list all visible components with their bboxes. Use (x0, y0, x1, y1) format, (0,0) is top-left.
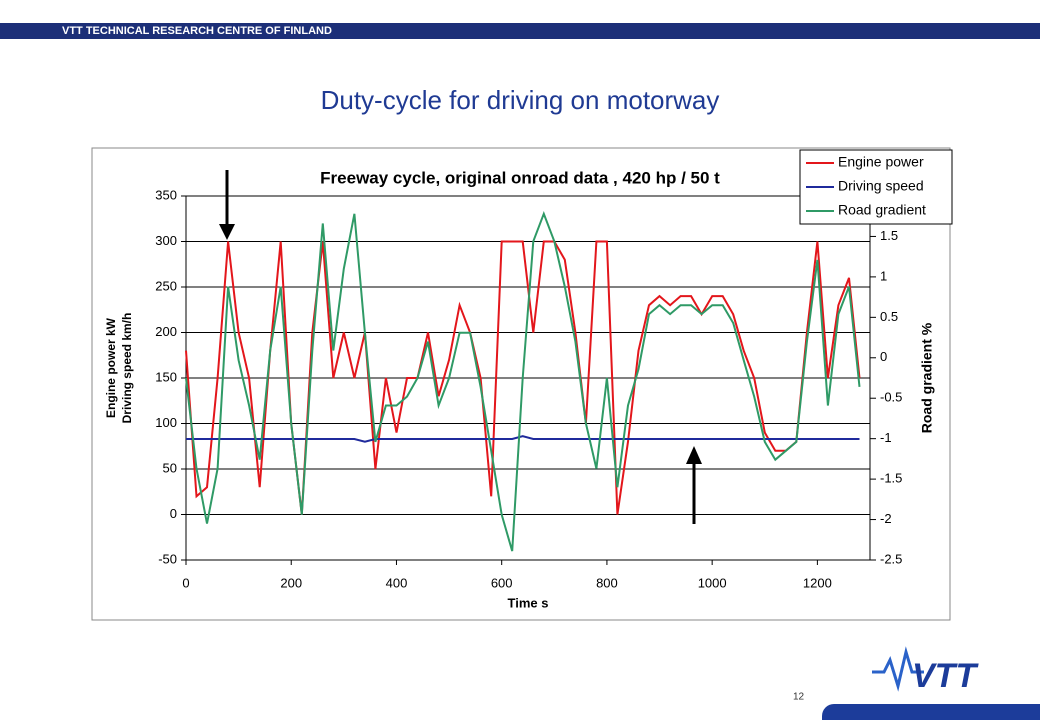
y-axis-label: Driving speed km/h (120, 313, 134, 424)
y2-tick-label: -1.5 (880, 471, 902, 486)
y2-tick-label: 0.5 (880, 309, 898, 324)
y-axis-label: Engine power kW (104, 317, 118, 418)
series-line (185, 210, 861, 552)
logo-wave (872, 646, 924, 692)
y-tick-label: 150 (155, 369, 177, 384)
y2-tick-label: 0 (880, 349, 887, 364)
logo: VTT (912, 657, 979, 695)
legend-label: Road gradient (838, 202, 926, 218)
chart-title: Freeway cycle, original onroad data , 42… (320, 168, 720, 187)
x-tick-label: 1000 (698, 575, 727, 590)
x-axis-label: Time s (508, 595, 549, 610)
y-tick-label: 300 (155, 233, 177, 248)
y2-tick-label: -2.5 (880, 551, 902, 566)
x-tick-label: 1200 (803, 575, 832, 590)
y2-tick-label: 1.5 (880, 228, 898, 243)
y2-tick-label: 1 (880, 268, 887, 283)
y2-axis-label: Road gradient % (919, 322, 935, 433)
header-bar (0, 23, 1040, 39)
y-tick-label: 100 (155, 415, 177, 430)
arrow-head (686, 446, 702, 464)
x-tick-label: 200 (280, 575, 302, 590)
series-line (186, 435, 860, 443)
x-tick-label: 800 (596, 575, 618, 590)
x-tick-label: 400 (386, 575, 408, 590)
x-tick-label: 600 (491, 575, 513, 590)
legend-label: Engine power (838, 154, 924, 170)
y-tick-label: 0 (170, 506, 177, 521)
x-tick-label: 0 (182, 575, 189, 590)
chart: -50050100150200250300350-2.5-2-1.5-1-0.5… (104, 149, 953, 610)
legend-label: Driving speed (838, 178, 924, 194)
header: VTT TECHNICAL RESEARCH CENTRE OF FINLAND (62, 25, 332, 37)
y-tick-label: 200 (155, 324, 177, 339)
y2-tick-label: -0.5 (880, 390, 902, 405)
y2-tick-label: -1 (880, 430, 892, 445)
arrow-head (219, 224, 235, 240)
footer-bar (822, 704, 1040, 725)
y-tick-label: 250 (155, 278, 177, 293)
y-tick-label: 350 (155, 187, 177, 202)
slide-title: Duty-cycle for driving on motorway (321, 85, 720, 115)
y-tick-label: -50 (158, 551, 177, 566)
y2-tick-label: -2 (880, 511, 892, 526)
y-tick-label: 50 (163, 460, 177, 475)
page-number: 12 (793, 692, 805, 703)
